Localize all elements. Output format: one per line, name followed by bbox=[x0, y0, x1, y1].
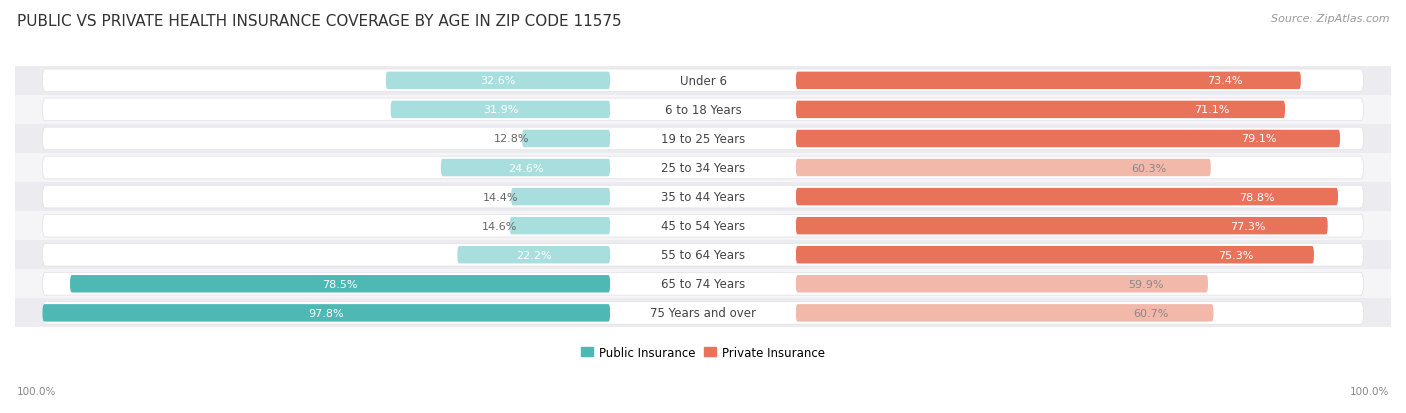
Text: 31.9%: 31.9% bbox=[482, 105, 517, 115]
Text: 78.5%: 78.5% bbox=[322, 279, 359, 289]
Text: 24.6%: 24.6% bbox=[508, 163, 543, 173]
Text: Under 6: Under 6 bbox=[679, 75, 727, 88]
Text: 73.4%: 73.4% bbox=[1208, 76, 1243, 86]
FancyBboxPatch shape bbox=[610, 188, 796, 206]
Text: 35 to 44 Years: 35 to 44 Years bbox=[661, 191, 745, 204]
FancyBboxPatch shape bbox=[42, 215, 1364, 237]
Text: 55 to 64 Years: 55 to 64 Years bbox=[661, 249, 745, 261]
Legend: Public Insurance, Private Insurance: Public Insurance, Private Insurance bbox=[576, 341, 830, 363]
FancyBboxPatch shape bbox=[610, 72, 796, 90]
Text: PUBLIC VS PRIVATE HEALTH INSURANCE COVERAGE BY AGE IN ZIP CODE 11575: PUBLIC VS PRIVATE HEALTH INSURANCE COVER… bbox=[17, 14, 621, 29]
Text: 6 to 18 Years: 6 to 18 Years bbox=[665, 104, 741, 116]
FancyBboxPatch shape bbox=[509, 217, 610, 235]
Text: 79.1%: 79.1% bbox=[1240, 134, 1277, 144]
Text: 25 to 34 Years: 25 to 34 Years bbox=[661, 161, 745, 175]
Text: 19 to 25 Years: 19 to 25 Years bbox=[661, 133, 745, 146]
FancyBboxPatch shape bbox=[796, 102, 1285, 119]
FancyBboxPatch shape bbox=[42, 157, 1364, 179]
FancyBboxPatch shape bbox=[610, 102, 796, 119]
Bar bbox=[15, 299, 1391, 328]
Bar bbox=[15, 96, 1391, 125]
FancyBboxPatch shape bbox=[796, 159, 1211, 177]
FancyBboxPatch shape bbox=[610, 159, 796, 177]
FancyBboxPatch shape bbox=[42, 186, 1364, 209]
FancyBboxPatch shape bbox=[42, 244, 1364, 266]
FancyBboxPatch shape bbox=[796, 72, 1301, 90]
FancyBboxPatch shape bbox=[522, 131, 610, 148]
Text: 75 Years and over: 75 Years and over bbox=[650, 306, 756, 320]
FancyBboxPatch shape bbox=[42, 70, 1364, 93]
FancyBboxPatch shape bbox=[385, 72, 610, 90]
FancyBboxPatch shape bbox=[457, 247, 610, 264]
FancyBboxPatch shape bbox=[796, 304, 1213, 322]
FancyBboxPatch shape bbox=[42, 304, 610, 322]
FancyBboxPatch shape bbox=[610, 275, 796, 293]
Text: 77.3%: 77.3% bbox=[1230, 221, 1265, 231]
FancyBboxPatch shape bbox=[391, 102, 610, 119]
FancyBboxPatch shape bbox=[796, 275, 1208, 293]
Text: 32.6%: 32.6% bbox=[481, 76, 516, 86]
Text: 60.7%: 60.7% bbox=[1133, 308, 1168, 318]
FancyBboxPatch shape bbox=[796, 247, 1315, 264]
Text: 97.8%: 97.8% bbox=[308, 308, 344, 318]
Text: 65 to 74 Years: 65 to 74 Years bbox=[661, 278, 745, 291]
FancyBboxPatch shape bbox=[610, 304, 796, 322]
FancyBboxPatch shape bbox=[42, 128, 1364, 150]
Bar bbox=[15, 270, 1391, 299]
Bar bbox=[15, 183, 1391, 211]
Text: 75.3%: 75.3% bbox=[1219, 250, 1254, 260]
FancyBboxPatch shape bbox=[610, 217, 796, 235]
FancyBboxPatch shape bbox=[42, 273, 1364, 295]
Bar bbox=[15, 66, 1391, 96]
Text: 59.9%: 59.9% bbox=[1129, 279, 1164, 289]
Text: 22.2%: 22.2% bbox=[516, 250, 551, 260]
FancyBboxPatch shape bbox=[441, 159, 610, 177]
FancyBboxPatch shape bbox=[796, 131, 1340, 148]
Text: Source: ZipAtlas.com: Source: ZipAtlas.com bbox=[1271, 14, 1389, 24]
Text: 14.4%: 14.4% bbox=[484, 192, 519, 202]
Text: 12.8%: 12.8% bbox=[494, 134, 530, 144]
Text: 60.3%: 60.3% bbox=[1130, 163, 1166, 173]
FancyBboxPatch shape bbox=[610, 131, 796, 148]
FancyBboxPatch shape bbox=[610, 247, 796, 264]
Bar bbox=[15, 211, 1391, 241]
Bar bbox=[15, 241, 1391, 270]
Text: 78.8%: 78.8% bbox=[1239, 192, 1274, 202]
Text: 45 to 54 Years: 45 to 54 Years bbox=[661, 220, 745, 233]
FancyBboxPatch shape bbox=[796, 188, 1339, 206]
FancyBboxPatch shape bbox=[510, 188, 610, 206]
Text: 71.1%: 71.1% bbox=[1194, 105, 1229, 115]
Text: 100.0%: 100.0% bbox=[1350, 387, 1389, 396]
Bar bbox=[15, 154, 1391, 183]
Text: 100.0%: 100.0% bbox=[17, 387, 56, 396]
FancyBboxPatch shape bbox=[796, 217, 1327, 235]
FancyBboxPatch shape bbox=[42, 99, 1364, 121]
FancyBboxPatch shape bbox=[70, 275, 610, 293]
FancyBboxPatch shape bbox=[42, 302, 1364, 324]
Bar bbox=[15, 125, 1391, 154]
Text: 14.6%: 14.6% bbox=[482, 221, 517, 231]
